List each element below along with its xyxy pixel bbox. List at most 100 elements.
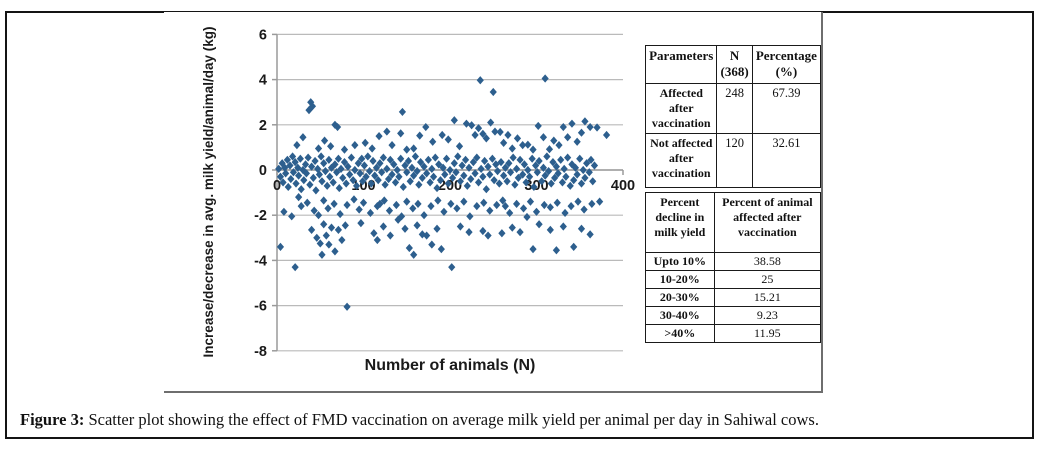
scatter-point [416,157,425,167]
scatter-point [431,153,439,162]
scatter-point [593,123,601,132]
scatter-point [436,176,445,185]
scatter-point [350,195,358,204]
scatter-point [320,136,329,145]
scatter-point [317,152,325,161]
scatter-point [562,172,570,181]
vaccination-summary-table: Parameters N (368) Percentage (%) Affected … [644,45,822,188]
scatter-point [306,180,314,189]
scatter-point [492,160,500,169]
scatter-point [513,164,521,173]
column-header: Percent of animal affected after vaccina… [713,192,822,253]
scatter-point [463,181,471,190]
scatter-point [289,168,298,177]
y-tick-label: -6 [254,299,267,315]
y-tick-label: 0 [259,163,267,179]
scatter-point [473,202,481,211]
scatter-point [453,204,461,213]
scatter-point [413,167,421,176]
table-row: 10-20% 25 [645,270,822,289]
scatter-point [329,178,337,187]
scatter-point [446,165,454,175]
scatter-point [362,172,370,181]
y-tick-label: 2 [259,118,267,134]
scatter-point [288,212,296,221]
scatter-point [376,199,384,208]
scatter-point [342,179,350,188]
scatter-point [414,199,422,208]
scatter-point [320,220,328,229]
scatter-point [550,136,558,145]
table-header-row: Percent decline in milk yield Percent of … [645,192,822,253]
y-tick-label: 6 [259,27,267,43]
table-row: 20-30% 15.21 [645,288,822,307]
value-cell: 67.39 [751,82,822,134]
row-label-cell: Not affected after vaccination [644,132,718,188]
scatter-point [577,179,586,188]
scatter-point [546,203,554,212]
scatter-point [364,152,372,161]
scatter-point [532,161,540,170]
scatter-point [301,160,310,169]
scatter-point [429,172,438,181]
scatter-point [490,176,498,185]
scatter-point [471,169,479,178]
scatter-point [283,155,291,164]
table-row: Not affected after vaccination 120 32.61 [644,132,822,188]
scatter-point [525,172,534,181]
scatter-point [374,176,382,185]
scatter-point [334,225,343,234]
scatter-point [334,154,343,163]
scatter-point [321,167,330,176]
scatter-point [381,180,389,189]
scatter-point [532,207,541,216]
table-row: Upto 10% 38.58 [645,252,822,271]
scatter-point [347,153,355,162]
scatter-point [541,171,549,180]
scatter-point [513,134,522,143]
column-header: Parameters [644,45,718,84]
value-cell: 25 [713,270,822,289]
scatter-point [509,153,517,162]
scatter-point [570,176,578,185]
scatter-point [495,179,503,188]
scatter-point [554,169,562,178]
scatter-point [500,138,508,147]
scatter-point [351,165,359,175]
scatter-point [276,242,285,251]
scatter-point [390,160,398,169]
scatter-point [501,163,509,172]
scatter-point [500,171,508,180]
scatter-point [438,130,446,140]
scatter-point [287,174,295,184]
scatter-point [423,231,431,240]
scatter-point [275,164,283,173]
scatter-point [434,196,442,205]
scatter-point [424,155,432,164]
scatter-point [573,137,581,146]
scatter-point [395,172,403,181]
scatter-point [540,200,548,210]
scatter-point [581,117,589,126]
scatter-point [373,235,381,245]
scatter-point [552,162,560,171]
scatter-point [570,242,578,251]
scatter-point [482,185,490,194]
scatter-point [543,152,551,161]
scatter-point [586,122,594,132]
scatter-point [516,155,524,164]
scatter-point [577,224,586,233]
scatter-point [302,169,311,178]
scatter-point [286,161,294,170]
scatter-point [313,233,321,242]
scatter-point [474,124,483,133]
scatter-point [503,177,511,186]
scatter-point [339,173,347,183]
table-row: 30-40% 9.23 [645,306,822,325]
scatter-point [324,204,332,213]
scatter-point [308,225,316,234]
scatter-point [493,167,502,176]
scatter-point [325,240,333,249]
